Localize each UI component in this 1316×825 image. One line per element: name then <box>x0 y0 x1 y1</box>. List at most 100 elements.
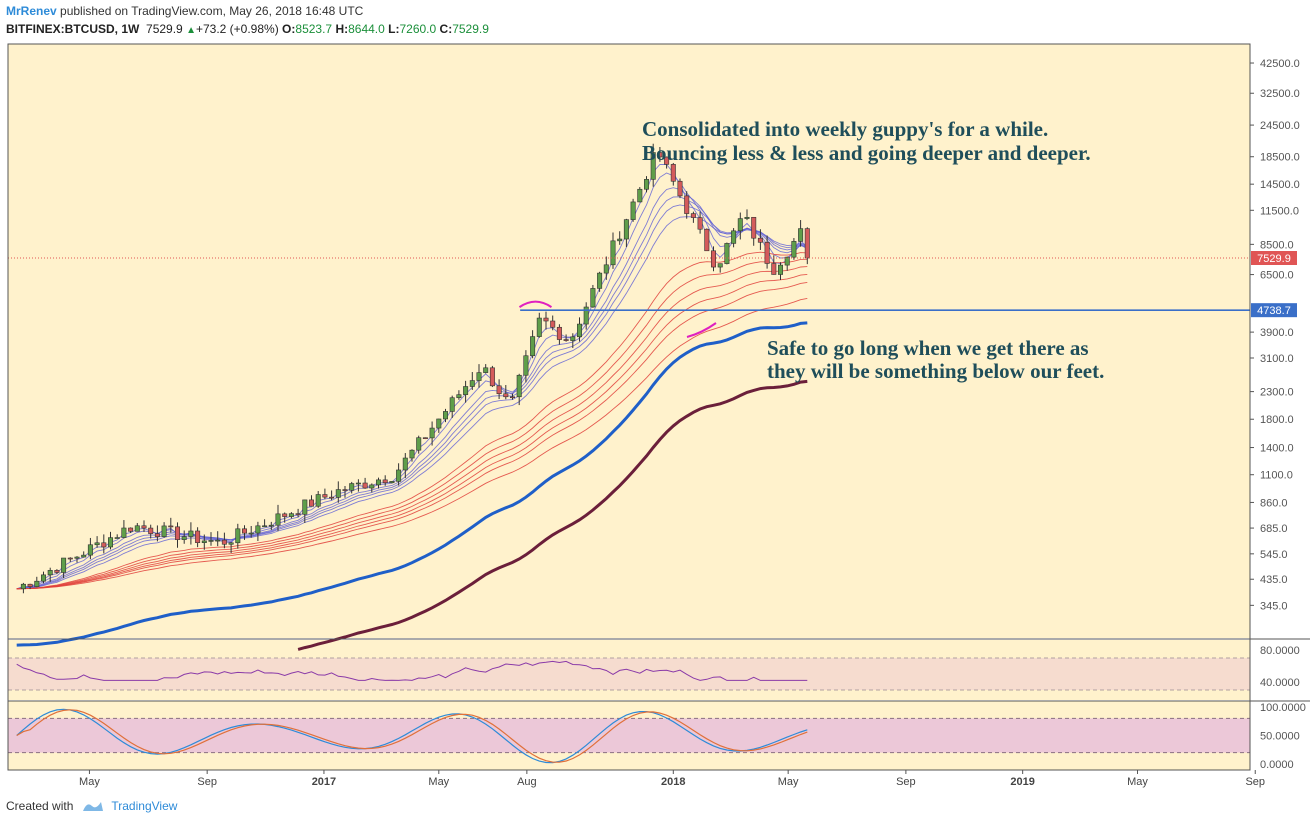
candle-body-bear <box>148 527 154 534</box>
last-price-tag-label: 7529.9 <box>1257 253 1291 265</box>
candle <box>764 235 770 269</box>
candle <box>664 156 670 169</box>
candle-body-bull <box>724 243 730 264</box>
candle <box>556 324 562 345</box>
candle <box>268 521 274 530</box>
candle <box>463 380 469 403</box>
candle-body-bull <box>228 542 234 545</box>
candle <box>315 491 321 508</box>
candle <box>288 512 294 519</box>
candle <box>409 449 415 462</box>
candle-body-bear <box>382 479 388 484</box>
price-tick-label: 1400.0 <box>1260 443 1294 455</box>
candle <box>623 218 629 248</box>
candle <box>148 524 154 539</box>
price-change: +73.2 (+0.98%) <box>195 22 279 36</box>
time-tick-label: Sep <box>1245 776 1265 788</box>
candle-body-bull <box>114 537 120 539</box>
candle-body-bull <box>201 540 207 543</box>
candle <box>188 522 194 545</box>
candle-body-bull <box>369 484 375 489</box>
candle <box>489 365 495 388</box>
candle <box>295 508 301 518</box>
candle-body-bull <box>235 528 241 544</box>
candle-body-bear <box>697 217 703 230</box>
candle <box>275 504 281 532</box>
candle <box>570 333 576 349</box>
candle <box>369 483 375 493</box>
candle-body-bull <box>188 530 194 537</box>
candle <box>670 162 676 186</box>
candle <box>710 246 716 272</box>
candle <box>724 242 730 265</box>
candle-body-bull <box>34 580 40 587</box>
created-with-text: Created with <box>6 799 74 813</box>
candle <box>476 364 482 388</box>
candle-body-bear <box>242 528 248 534</box>
chart-header-publish: MrRenev published on TradingView.com, Ma… <box>6 4 363 18</box>
candle <box>208 532 214 546</box>
guppy-long-ema-50 <box>16 281 808 590</box>
candle <box>308 495 314 507</box>
candle-body-bear <box>670 164 676 182</box>
candle-body-bull <box>302 499 308 515</box>
candle <box>590 284 596 308</box>
candle-body-bear <box>175 526 181 540</box>
author-name[interactable]: MrRenev <box>6 4 57 18</box>
last-price: 7529.9 <box>146 22 183 36</box>
candle-body-bull <box>650 152 656 180</box>
candle <box>422 437 428 440</box>
candle-body-bull <box>463 386 469 395</box>
candle-body-bear <box>771 263 777 275</box>
tradingview-brand-link[interactable]: TradingView <box>111 799 178 813</box>
candle-body-bull <box>637 188 643 203</box>
guppy-long-ema-40 <box>16 266 808 590</box>
candle-body-bull <box>590 288 596 308</box>
candle-body-bull <box>536 317 542 337</box>
candle <box>643 176 649 193</box>
candle-body-bear <box>54 570 60 573</box>
candle-body-bear <box>322 494 328 498</box>
candle <box>791 238 797 260</box>
price-tick-label: 3900.0 <box>1260 327 1294 339</box>
price-tick-label: 545.0 <box>1260 549 1288 561</box>
candle <box>101 534 107 554</box>
candle-body-bear <box>556 326 562 340</box>
candle <box>108 531 114 550</box>
price-tick-label: 345.0 <box>1260 600 1288 612</box>
candle-body-bull <box>643 179 649 190</box>
candle <box>650 143 656 187</box>
candle <box>40 571 46 584</box>
price-chart[interactable]: 7529.9 4738.7 42500.0 32500.0 24500.0 18500.0… <box>0 0 1316 790</box>
candle <box>248 525 254 538</box>
candle-body-bear <box>804 228 810 259</box>
candle <box>396 463 402 486</box>
candle-body-bull <box>597 272 603 289</box>
candle <box>536 312 542 338</box>
candle-body-bull <box>181 536 187 540</box>
candle <box>81 551 87 558</box>
top-arc-mark <box>518 300 553 308</box>
stoch-k-line <box>16 708 808 764</box>
support-price-tag <box>1251 303 1297 318</box>
candle <box>717 263 723 273</box>
guppy-long-ema-35 <box>16 258 808 590</box>
candle-body-bull <box>603 264 609 274</box>
candle <box>221 532 227 549</box>
price-tick-label: 8500.0 <box>1260 239 1294 251</box>
stoch-tick-label: 0.0000 <box>1260 759 1294 771</box>
candle <box>516 373 522 406</box>
candle <box>121 520 127 539</box>
guppy-long-ema-60 <box>16 297 808 590</box>
candle-body-bull <box>402 457 408 471</box>
price-tick-label: 860.0 <box>1260 497 1288 509</box>
time-tick-label: 2019 <box>1010 776 1034 788</box>
candle-body-bear <box>543 317 549 322</box>
candle <box>74 556 80 563</box>
symbol-ohlc-bar: BITFINEX:BTCUSD, 1W 7529.9 ▲+73.2 (+0.98… <box>6 22 489 36</box>
candle <box>429 421 435 446</box>
candle-body-bull <box>476 372 482 381</box>
candle <box>114 534 120 539</box>
candle <box>34 576 40 588</box>
candle <box>154 525 160 542</box>
